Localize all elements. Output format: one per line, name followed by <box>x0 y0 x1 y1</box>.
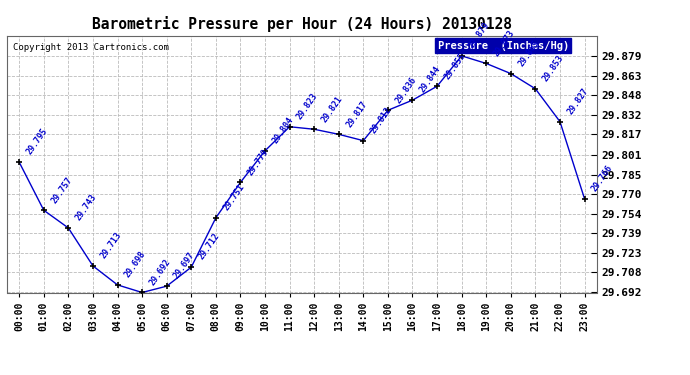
Text: 29.757: 29.757 <box>49 175 74 205</box>
Text: Copyright 2013 Cartronics.com: Copyright 2013 Cartronics.com <box>13 44 168 52</box>
Text: 29.879: 29.879 <box>467 21 492 50</box>
Text: 29.821: 29.821 <box>319 94 344 124</box>
Text: 29.817: 29.817 <box>344 99 369 129</box>
Text: 29.865: 29.865 <box>516 38 541 68</box>
Text: 29.836: 29.836 <box>393 75 418 105</box>
Text: 29.855: 29.855 <box>442 51 467 81</box>
Text: 29.751: 29.751 <box>221 183 246 212</box>
Text: 29.766: 29.766 <box>590 164 615 193</box>
Text: 29.795: 29.795 <box>25 127 49 157</box>
Text: 29.743: 29.743 <box>74 193 99 222</box>
Text: Pressure  (Inches/Hg): Pressure (Inches/Hg) <box>437 41 569 51</box>
Text: 29.844: 29.844 <box>418 65 442 94</box>
Text: 29.804: 29.804 <box>270 116 295 145</box>
Title: Barometric Pressure per Hour (24 Hours) 20130128: Barometric Pressure per Hour (24 Hours) … <box>92 16 512 32</box>
Text: 29.697: 29.697 <box>172 251 197 280</box>
Text: 29.853: 29.853 <box>541 54 566 83</box>
Text: 29.823: 29.823 <box>295 92 319 121</box>
Text: 29.692: 29.692 <box>148 257 172 287</box>
Text: 29.873: 29.873 <box>492 28 516 58</box>
Text: 29.712: 29.712 <box>197 232 221 262</box>
Text: 29.812: 29.812 <box>369 105 393 135</box>
Text: 29.713: 29.713 <box>99 231 123 260</box>
Text: 29.779: 29.779 <box>246 147 270 177</box>
Text: 29.827: 29.827 <box>566 86 590 116</box>
Text: 29.698: 29.698 <box>123 250 148 279</box>
